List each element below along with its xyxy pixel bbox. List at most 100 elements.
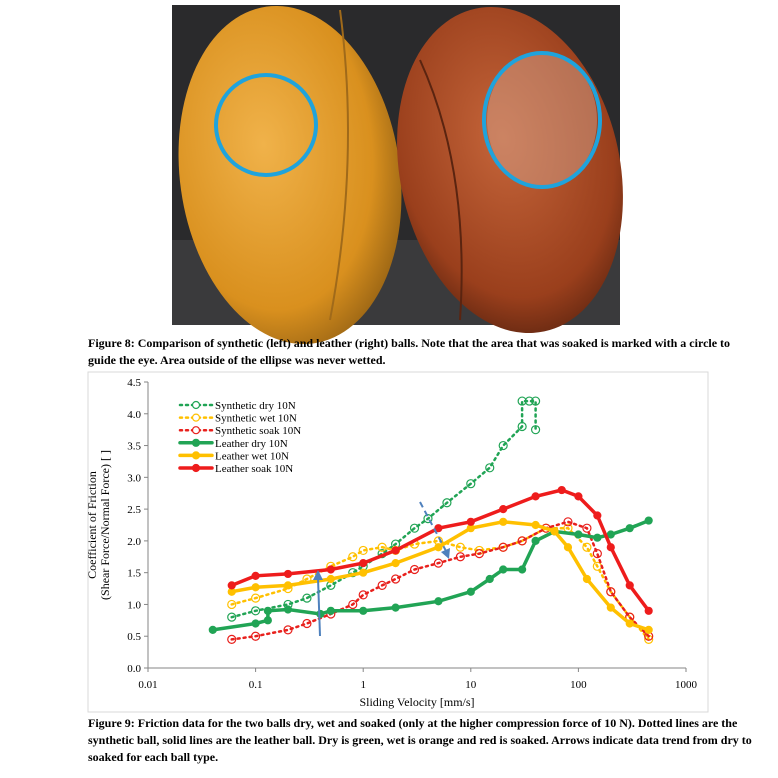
legend-label: Synthetic wet 10N	[215, 413, 297, 425]
data-point	[531, 492, 540, 501]
soak-circle	[482, 51, 602, 189]
data-point	[263, 616, 272, 625]
data-point	[455, 552, 465, 562]
data-point	[466, 517, 475, 526]
y-tick-label: 1.0	[127, 599, 141, 611]
data-point	[251, 631, 261, 641]
data-point	[358, 590, 368, 600]
chart: 0.0 0.5 1.0 1.5 2.0 2.5 3.0 3.5 4.0 4.5 0.01 0.1 1 10…	[85, 377, 698, 709]
data-point	[563, 517, 573, 527]
data-point	[498, 542, 508, 552]
data-point	[409, 523, 420, 533]
data-point	[455, 542, 465, 552]
data-point	[283, 581, 293, 590]
data-point	[359, 606, 368, 615]
data-point	[434, 543, 443, 552]
y-tick-label: 1.5	[127, 568, 141, 580]
series-line	[229, 520, 651, 632]
data-point	[251, 593, 261, 603]
data-point	[358, 545, 368, 556]
photo	[172, 5, 623, 345]
legend-marker	[191, 463, 201, 473]
y-axis-label: Coefficient of Friction	[85, 471, 99, 579]
x-tick-label: 0.1	[249, 679, 263, 691]
data-point	[208, 625, 217, 634]
legend-marker	[191, 400, 201, 410]
data-point	[390, 574, 401, 584]
legend-label: Leather wet 10N	[215, 450, 289, 462]
y-tick-label: 4.5	[127, 377, 141, 389]
data-point	[574, 530, 583, 539]
data-point	[499, 505, 508, 514]
data-point	[466, 587, 475, 596]
data-point	[409, 564, 420, 575]
x-tick-label: 10	[465, 679, 477, 691]
ball-seam	[329, 9, 349, 321]
data-point	[499, 565, 508, 574]
data-point	[227, 581, 236, 590]
legend-label: Synthetic soak 10N	[215, 425, 301, 437]
data-point	[251, 571, 260, 580]
data-point	[227, 612, 237, 622]
arrow-head	[441, 548, 450, 559]
legend-marker	[191, 451, 201, 460]
data-point	[227, 599, 237, 610]
x-tick-label: 1	[360, 679, 366, 691]
data-point	[359, 568, 368, 577]
data-point	[326, 565, 335, 574]
data-point	[348, 599, 358, 610]
y-tick-label: 2.5	[127, 504, 141, 516]
leather-ball	[397, 6, 623, 334]
x-tick-label: 1000	[675, 679, 698, 691]
figure-caption: Figure 9: Friction data for the two ball…	[88, 716, 752, 764]
y-tick-label: 0.0	[127, 663, 141, 675]
data-point	[499, 517, 508, 526]
data-point	[283, 569, 293, 579]
data-point	[582, 574, 592, 584]
data-point	[606, 587, 616, 597]
data-point	[227, 634, 237, 645]
data-point	[251, 606, 261, 616]
data-point	[563, 543, 573, 552]
data-point	[518, 565, 527, 574]
data-point	[557, 485, 566, 495]
data-point	[391, 559, 400, 568]
data-point	[348, 552, 358, 562]
y-tick-label: 3.5	[127, 441, 141, 453]
data-point	[625, 524, 634, 533]
y-tick-label: 3.0	[127, 472, 141, 484]
data-point	[582, 542, 592, 552]
data-point	[302, 593, 312, 603]
y-tick-label: 2.0	[127, 536, 141, 548]
legend-label: Leather dry 10N	[215, 438, 288, 450]
x-tick-label: 0.01	[138, 679, 157, 691]
x-tick-label: 100	[570, 679, 587, 691]
data-point	[517, 396, 527, 406]
data-point	[524, 396, 534, 406]
data-point	[644, 606, 653, 615]
y-axis-label: (Shear Force/Normal Force) [ ]	[98, 450, 112, 600]
data-point	[391, 603, 400, 612]
data-point	[377, 542, 387, 552]
data-point	[377, 580, 387, 590]
data-point	[442, 498, 452, 508]
y-tick-label: 0.5	[127, 631, 141, 643]
data-point	[423, 514, 433, 524]
ball-seam	[419, 59, 463, 321]
data-point	[326, 606, 335, 615]
data-point	[485, 574, 494, 584]
data-point	[302, 618, 312, 629]
data-point	[485, 463, 495, 473]
soaked-area	[487, 52, 597, 188]
series-line	[229, 488, 651, 613]
data-point	[517, 421, 527, 432]
y-tick-label: 4.0	[127, 409, 141, 421]
data-point	[593, 533, 602, 542]
data-point	[498, 440, 508, 451]
data-point	[283, 605, 293, 614]
arrow	[317, 577, 321, 637]
x-axis-label: Sliding Velocity [mm/s]	[359, 695, 474, 709]
data-point	[316, 609, 325, 619]
